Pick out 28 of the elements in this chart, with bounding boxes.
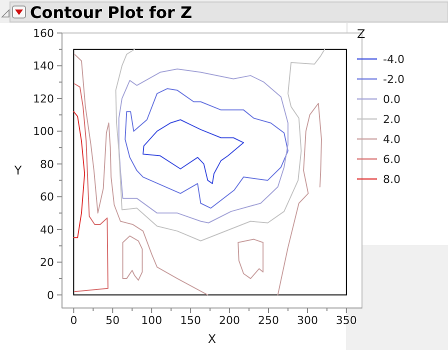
- x-axis-title: X: [208, 332, 216, 346]
- legend-label: 8.0: [383, 173, 400, 186]
- legend-label: -4.0: [383, 53, 404, 66]
- y-tick-label: 100: [33, 125, 54, 138]
- x-tick-label: 50: [106, 314, 120, 327]
- x-tick-label: 200: [219, 314, 240, 327]
- x-tick-label: 0: [70, 314, 78, 327]
- x-tick-label: 100: [141, 314, 162, 327]
- legend-label: 2.0: [383, 113, 400, 126]
- x-tick-label: 250: [258, 314, 279, 327]
- y-tick-label: 40: [40, 223, 54, 236]
- y-tick-label: 0: [47, 288, 54, 302]
- y-tick-label: 20: [40, 256, 54, 270]
- y-axis-title: Y: [13, 164, 22, 178]
- chart-title: Contour Plot for Z: [30, 3, 192, 22]
- x-tick-label: 150: [180, 314, 202, 327]
- legend-label: 4.0: [383, 133, 400, 146]
- y-tick-label: 60: [40, 190, 54, 204]
- x-tick-label: 300: [296, 314, 318, 327]
- y-tick-label: 160: [33, 27, 54, 40]
- y-tick-label: 120: [33, 92, 54, 106]
- legend-label: -2.0: [383, 73, 404, 86]
- y-tick-label: 80: [40, 158, 54, 171]
- x-tick-label: 350: [336, 314, 357, 327]
- legend-label: 0.0: [383, 93, 400, 106]
- y-tick-label: 140: [33, 60, 54, 73]
- legend-label: 6.0: [383, 153, 400, 166]
- legend-title: Z: [357, 27, 366, 41]
